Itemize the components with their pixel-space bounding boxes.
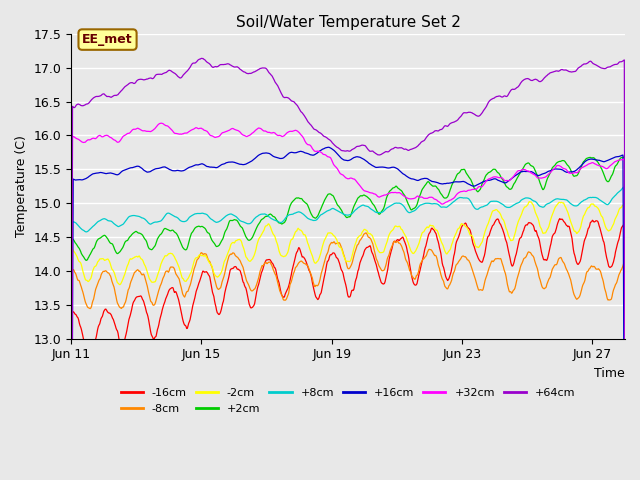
+2cm (491, 167, 499, 172)
-16cm (621, 217, 629, 223)
-16cm (491, 220, 499, 226)
-2cm (621, 201, 629, 206)
+32cm (355, 181, 362, 187)
Title: Soil/Water Temperature Set 2: Soil/Water Temperature Set 2 (236, 15, 461, 30)
Line: +16cm: +16cm (71, 147, 625, 480)
+8cm (491, 198, 499, 204)
+16cm (142, 168, 150, 174)
-16cm (556, 216, 564, 221)
+32cm (157, 120, 165, 126)
+32cm (621, 421, 629, 427)
Line: +2cm: +2cm (71, 157, 625, 480)
-8cm (621, 258, 629, 264)
+8cm (354, 205, 362, 211)
-16cm (401, 239, 409, 245)
-2cm (131, 254, 138, 260)
+2cm (621, 154, 628, 160)
-2cm (525, 199, 533, 204)
+64cm (131, 81, 138, 86)
+64cm (621, 347, 629, 352)
+8cm (131, 213, 138, 218)
+2cm (401, 193, 409, 199)
-8cm (362, 230, 370, 236)
-2cm (401, 232, 409, 238)
+8cm (142, 217, 150, 223)
Line: -16cm: -16cm (71, 218, 625, 480)
+8cm (401, 205, 409, 211)
+2cm (179, 245, 187, 251)
Line: +8cm: +8cm (71, 187, 625, 480)
+8cm (179, 219, 187, 225)
-2cm (179, 276, 187, 282)
+16cm (131, 164, 138, 170)
-16cm (179, 319, 187, 324)
Line: -2cm: -2cm (71, 202, 625, 480)
-2cm (491, 207, 499, 213)
-8cm (354, 242, 362, 248)
Line: +32cm: +32cm (71, 123, 625, 480)
+32cm (492, 174, 499, 180)
+16cm (325, 144, 333, 150)
+16cm (355, 154, 362, 160)
+32cm (402, 194, 410, 200)
+64cm (179, 72, 187, 78)
+16cm (492, 176, 499, 181)
+2cm (354, 195, 362, 201)
+64cm (355, 144, 362, 149)
+64cm (402, 146, 410, 152)
-16cm (131, 298, 138, 303)
+32cm (131, 126, 138, 132)
-8cm (131, 270, 138, 276)
Line: +64cm: +64cm (71, 59, 625, 480)
Text: EE_met: EE_met (82, 33, 133, 46)
-8cm (179, 292, 187, 298)
Line: -8cm: -8cm (71, 233, 625, 480)
+8cm (620, 184, 627, 190)
+32cm (180, 131, 188, 136)
-8cm (142, 278, 150, 284)
-8cm (402, 256, 410, 262)
Legend: -16cm, -8cm, -2cm, +2cm, +8cm, +16cm, +32cm, +64cm: -16cm, -8cm, -2cm, +2cm, +8cm, +16cm, +3… (116, 384, 580, 418)
+64cm (198, 56, 205, 61)
-2cm (142, 264, 150, 270)
-16cm (142, 307, 150, 312)
-16cm (354, 268, 362, 274)
+16cm (402, 172, 410, 178)
-2cm (354, 235, 362, 240)
+64cm (142, 76, 150, 82)
+16cm (179, 168, 187, 174)
+2cm (131, 229, 138, 235)
X-axis label: Time: Time (595, 367, 625, 380)
+32cm (142, 128, 150, 134)
+2cm (142, 238, 150, 243)
+64cm (492, 95, 499, 100)
-8cm (492, 256, 499, 262)
Y-axis label: Temperature (C): Temperature (C) (15, 135, 28, 237)
